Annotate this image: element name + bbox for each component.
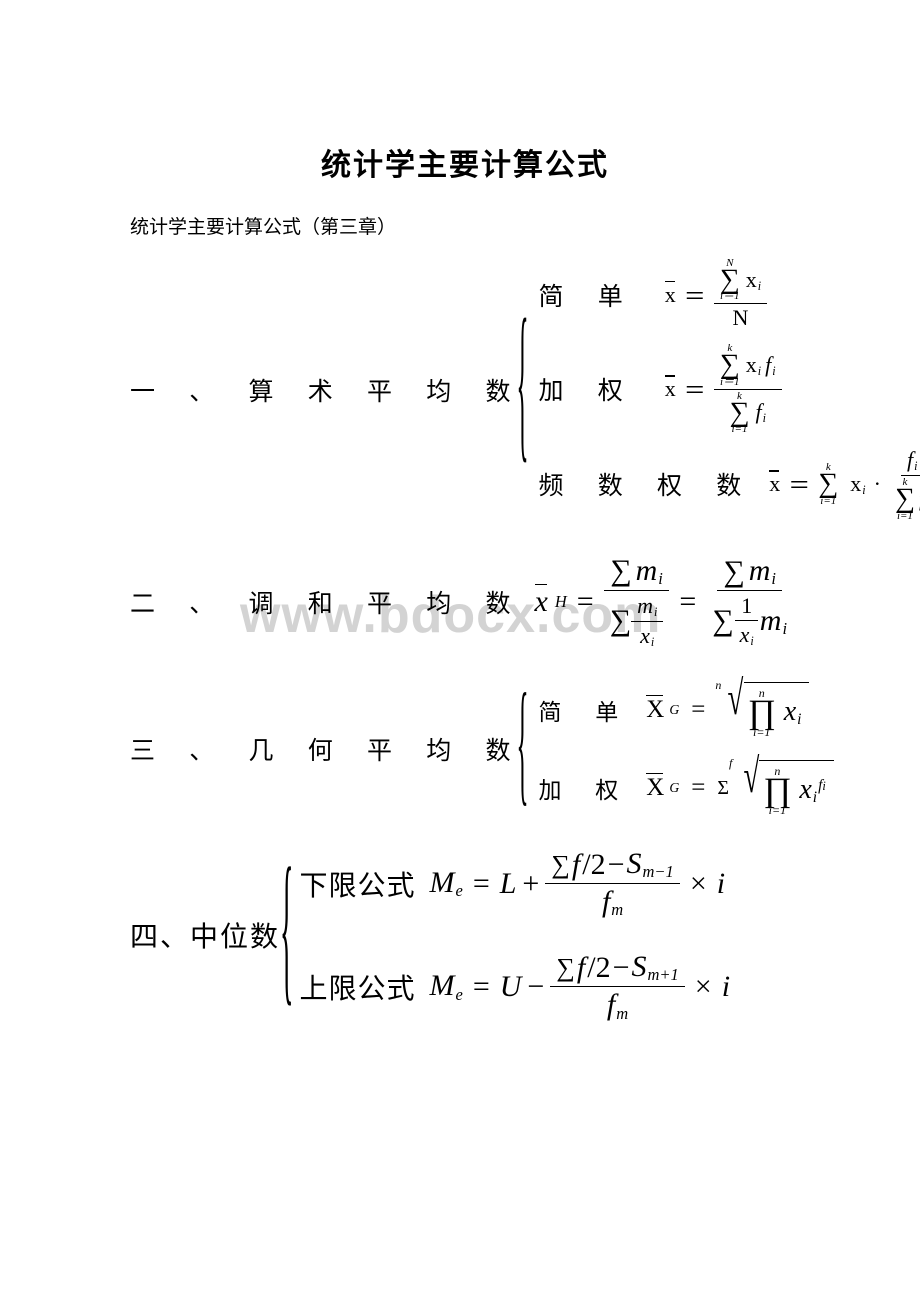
fraction: ∑ f / 2 − Sm−1 fm xyxy=(545,846,679,921)
sigma-icon: k ∑ i=1 xyxy=(818,462,838,506)
section-harmonic-mean: www.bdocx.com 二 、 调 和 平 均 数 xH = ∑ mi ∑ … xyxy=(130,553,800,652)
fraction: fi k ∑ i=1 fi xyxy=(889,446,920,522)
sigma-icon: ∑ xyxy=(556,953,575,983)
case-upper-limit: 上限公式 Me = U − ∑ f / 2 − xyxy=(299,949,730,1024)
section-arithmetic-mean: 一 、 算 术 平 均 数 { 简 单 x ＝ N ∑ xyxy=(130,257,800,523)
formula-geometric-weighted: XG = Σ f √ n ∏ i=1 xyxy=(646,760,834,816)
fraction: ∑ f / 2 − Sm+1 fm xyxy=(550,949,684,1024)
case-label: 上限公式 xyxy=(299,967,415,1007)
x-bar: x xyxy=(665,376,676,402)
formula-simple-mean: x ＝ N ∑ i＝1 xi xyxy=(665,257,767,332)
x-bar-g: X xyxy=(646,774,664,802)
sigma-icon: k ∑ i＝1 xyxy=(720,343,740,387)
formula-median-upper: Me = U − ∑ f / 2 − Sm+1 xyxy=(429,949,730,1024)
sigma-icon: k ∑ i=1 xyxy=(729,391,749,435)
equals: ＝ xyxy=(784,468,814,500)
left-brace-icon: { xyxy=(280,839,293,1031)
sigma-icon: ∑ xyxy=(610,554,631,588)
case-lower-limit: 下限公式 Me = L + ∑ f / 2 − xyxy=(299,846,730,921)
x-bar-h: x xyxy=(535,585,548,619)
formula-harmonic-mean: xH = ∑ mi ∑ mi xi = xyxy=(535,553,794,652)
x-bar: x xyxy=(769,471,780,497)
x-bar-g: X xyxy=(646,696,664,724)
fraction: k ∑ i＝1 xi fi k xyxy=(714,342,782,436)
sigma-icon: N ∑ i＝1 xyxy=(720,258,740,302)
equals: ＝ xyxy=(680,279,710,311)
case-simple: 简 单 x ＝ N ∑ i＝1 xyxy=(539,257,920,332)
formula-geometric-simple: XG = n √ n ∏ i=1 xyxy=(646,682,809,738)
fraction: ∑ mi ∑ 1 xi mi xyxy=(706,553,793,651)
case-weighted: 加 权 x ＝ k ∑ i＝1 xyxy=(539,342,920,436)
section-geometric-mean: 三 、 几 何 平 均 数 { 简 单 XG = n √ n xyxy=(130,682,800,816)
chapter-subtitle: 统计学主要计算公式（第三章） xyxy=(130,212,800,239)
sigma-icon: ∑ xyxy=(723,555,744,589)
case-label: 简 单 xyxy=(539,693,633,727)
denominator: N xyxy=(727,304,755,332)
case-simple: 简 单 XG = n √ n ∏ i=1 xyxy=(539,682,834,738)
formula-frequency-mean: x ＝ k ∑ i=1 xi · fi xyxy=(769,446,920,522)
section-label: 四、中位数 xyxy=(130,915,280,955)
sigma-icon: ∑ xyxy=(712,604,733,638)
cases-group: 简 单 x ＝ N ∑ i＝1 xyxy=(539,257,920,523)
section-label: 一 、 算 术 平 均 数 xyxy=(130,372,525,408)
case-label: 加 权 xyxy=(539,771,633,805)
formula-median-lower: Me = L + ∑ f / 2 − Sm−1 xyxy=(429,846,725,921)
left-brace-icon: { xyxy=(517,292,529,488)
case-frequency: 频 数 权 数 x ＝ k ∑ i=1 xi · fi xyxy=(539,446,920,522)
document-page: 统计学主要计算公式 统计学主要计算公式（第三章） 一 、 算 术 平 均 数 {… xyxy=(0,0,920,1135)
case-label: 加 权 xyxy=(539,371,637,407)
sigma-icon: ∑ xyxy=(551,850,570,880)
product-icon: n ∏ i=1 xyxy=(748,687,776,738)
case-label: 下限公式 xyxy=(299,864,415,904)
section-label: 二 、 调 和 平 均 数 xyxy=(130,584,525,620)
cases-group: 简 单 XG = n √ n ∏ i=1 xyxy=(539,682,834,816)
left-brace-icon: { xyxy=(517,672,529,826)
section-label: 三 、 几 何 平 均 数 xyxy=(130,731,525,767)
cases-group: 下限公式 Me = L + ∑ f / 2 − xyxy=(299,846,730,1025)
case-label: 频 数 权 数 xyxy=(539,466,756,502)
fraction: ∑ mi ∑ mi xi xyxy=(604,553,670,652)
fraction: N ∑ i＝1 xi N xyxy=(714,257,767,332)
section-median: 四、中位数 { 下限公式 Me = L + ∑ f xyxy=(130,846,800,1025)
x-bar: x xyxy=(665,282,676,308)
equals: ＝ xyxy=(680,373,710,405)
page-title: 统计学主要计算公式 xyxy=(130,140,800,184)
nth-root: f √ n ∏ i=1 xifi xyxy=(733,760,834,816)
formula-weighted-mean: x ＝ k ∑ i＝1 xi xyxy=(665,342,782,436)
product-icon: n ∏ i=1 xyxy=(763,765,791,816)
nth-root: n √ n ∏ i=1 xi xyxy=(717,682,809,738)
case-weighted: 加 权 XG = Σ f √ n ∏ i=1 xyxy=(539,760,834,816)
case-label: 简 单 xyxy=(539,277,637,313)
sigma-icon: ∑ xyxy=(610,604,631,638)
sigma-icon: k ∑ i=1 xyxy=(895,477,915,521)
